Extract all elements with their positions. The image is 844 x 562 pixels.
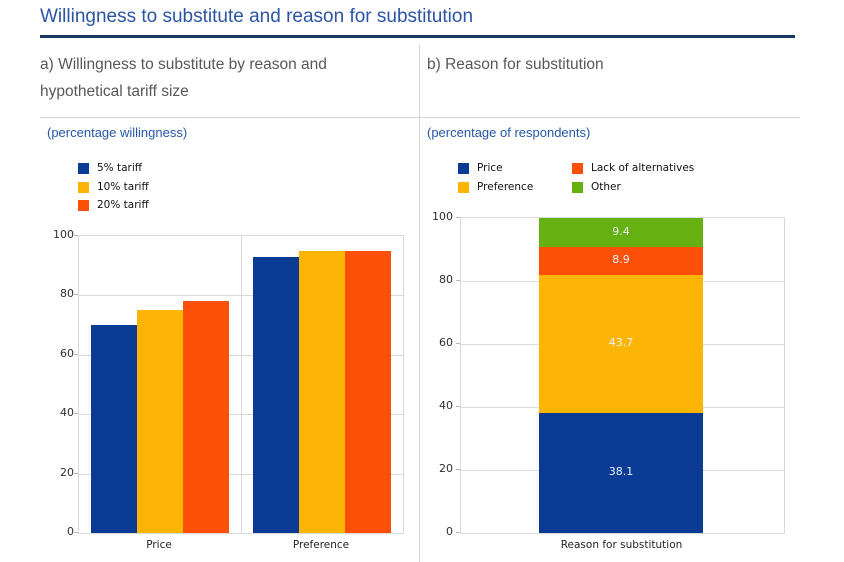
legend-item-price: Price	[458, 162, 618, 177]
y-axis-tickmark-100	[456, 217, 460, 218]
legend-item-preference: Preference	[458, 181, 618, 196]
legend-label-other: Other	[591, 180, 621, 193]
x-axis-label-price: Price	[146, 539, 172, 551]
legend-label-preference: Preference	[477, 180, 534, 193]
y-axis-tick-60: 60	[60, 346, 74, 360]
y-axis-tickmark-40	[74, 413, 78, 415]
y-axis-tick-40: 40	[60, 406, 74, 420]
legend-item-other: Other	[572, 181, 732, 196]
category-separator	[241, 236, 242, 533]
y-axis-tick-20: 20	[439, 462, 453, 475]
panel-a-title: a) Willingness to substitute by reason a…	[40, 56, 327, 100]
bar-price-20-tariff	[183, 301, 229, 533]
legend-label-price: Price	[477, 162, 503, 174]
segment-value-other: 9.4	[612, 224, 630, 238]
panel-a-axis-note: (percentage willingness)	[47, 125, 188, 140]
legend-label-5-tariff: 5% tariff	[97, 162, 143, 174]
y-axis-tick-100: 100	[53, 228, 74, 241]
chart-b-plot-area: 38.1 43.7 8.9 9.4	[460, 217, 785, 534]
legend-label-20-tariff: 20% tariff	[97, 199, 149, 211]
figure-title: Willingness to substitute and reason for…	[40, 6, 474, 27]
segment-preference	[539, 275, 703, 413]
y-axis-tickmark-20	[456, 469, 460, 470]
y-axis-tick-40: 40	[439, 399, 453, 412]
vertical-panel-divider	[419, 45, 420, 562]
y-axis-tickmark-60	[74, 353, 78, 355]
segment-value-lack-of-alternatives: 8.9	[612, 253, 630, 267]
y-axis-tickmark-40	[456, 406, 460, 407]
segment-value-price: 38.1	[608, 464, 634, 478]
legend-item-10-tariff: 10% tariff	[78, 181, 208, 196]
legend-label-10-tariff: 10% tariff	[97, 180, 149, 193]
x-axis-label-preference: Preference	[292, 539, 350, 551]
title-underline-rule	[40, 35, 795, 38]
bar-price-5-tariff	[91, 325, 137, 533]
chart-a-plot-area	[78, 235, 404, 534]
y-axis-tickmark-80	[456, 280, 460, 281]
y-axis-tick-0: 0	[446, 525, 453, 538]
y-axis-tickmark-0	[74, 532, 78, 533]
bar-preference-10-tariff	[299, 250, 345, 533]
legend-swatch-10-tariff	[78, 181, 89, 193]
panel-b-axis-note: (percentage of respondents)	[427, 125, 591, 140]
segment-value-preference: 43.7	[608, 336, 634, 350]
panel-b-title: b) Reason for substitution	[427, 56, 604, 73]
legend-swatch-preference	[458, 181, 469, 193]
legend-item-20-tariff: 20% tariff	[78, 199, 208, 214]
legend-swatch-5-tariff	[78, 163, 89, 174]
y-axis-tick-0: 0	[67, 525, 74, 538]
y-axis-tickmark-80	[74, 294, 78, 296]
y-axis-tick-80: 80	[439, 273, 453, 286]
x-axis-label-reason-for-substitution: Reason for substitution	[560, 539, 683, 551]
y-axis-tick-80: 80	[60, 287, 74, 301]
legend-item-lack-of-alternatives: Lack of alternatives	[572, 162, 732, 177]
segment-lack-of-alternatives	[539, 247, 703, 276]
y-axis-tick-100: 100	[432, 210, 453, 223]
bar-price-10-tariff	[137, 310, 183, 533]
bar-preference-5-tariff	[253, 256, 299, 533]
segment-price	[539, 412, 703, 533]
segment-other	[539, 218, 703, 248]
legend-item-5-tariff: 5% tariff	[78, 162, 208, 177]
bar-preference-20-tariff	[345, 250, 391, 533]
y-axis-tickmark-20	[74, 472, 78, 474]
y-axis-tickmark-0	[456, 532, 460, 533]
legend-swatch-price	[458, 163, 469, 174]
y-axis-tickmark-100	[74, 235, 78, 236]
legend-swatch-20-tariff	[78, 200, 89, 211]
y-axis-tick-20: 20	[60, 465, 74, 479]
horizontal-divider	[40, 117, 800, 118]
legend-label-lack-of-alternatives: Lack of alternatives	[591, 162, 695, 174]
y-axis-tick-60: 60	[439, 336, 453, 349]
legend-swatch-lack-of-alternatives	[572, 163, 583, 174]
y-axis-tickmark-60	[456, 343, 460, 344]
legend-swatch-other	[572, 181, 583, 193]
